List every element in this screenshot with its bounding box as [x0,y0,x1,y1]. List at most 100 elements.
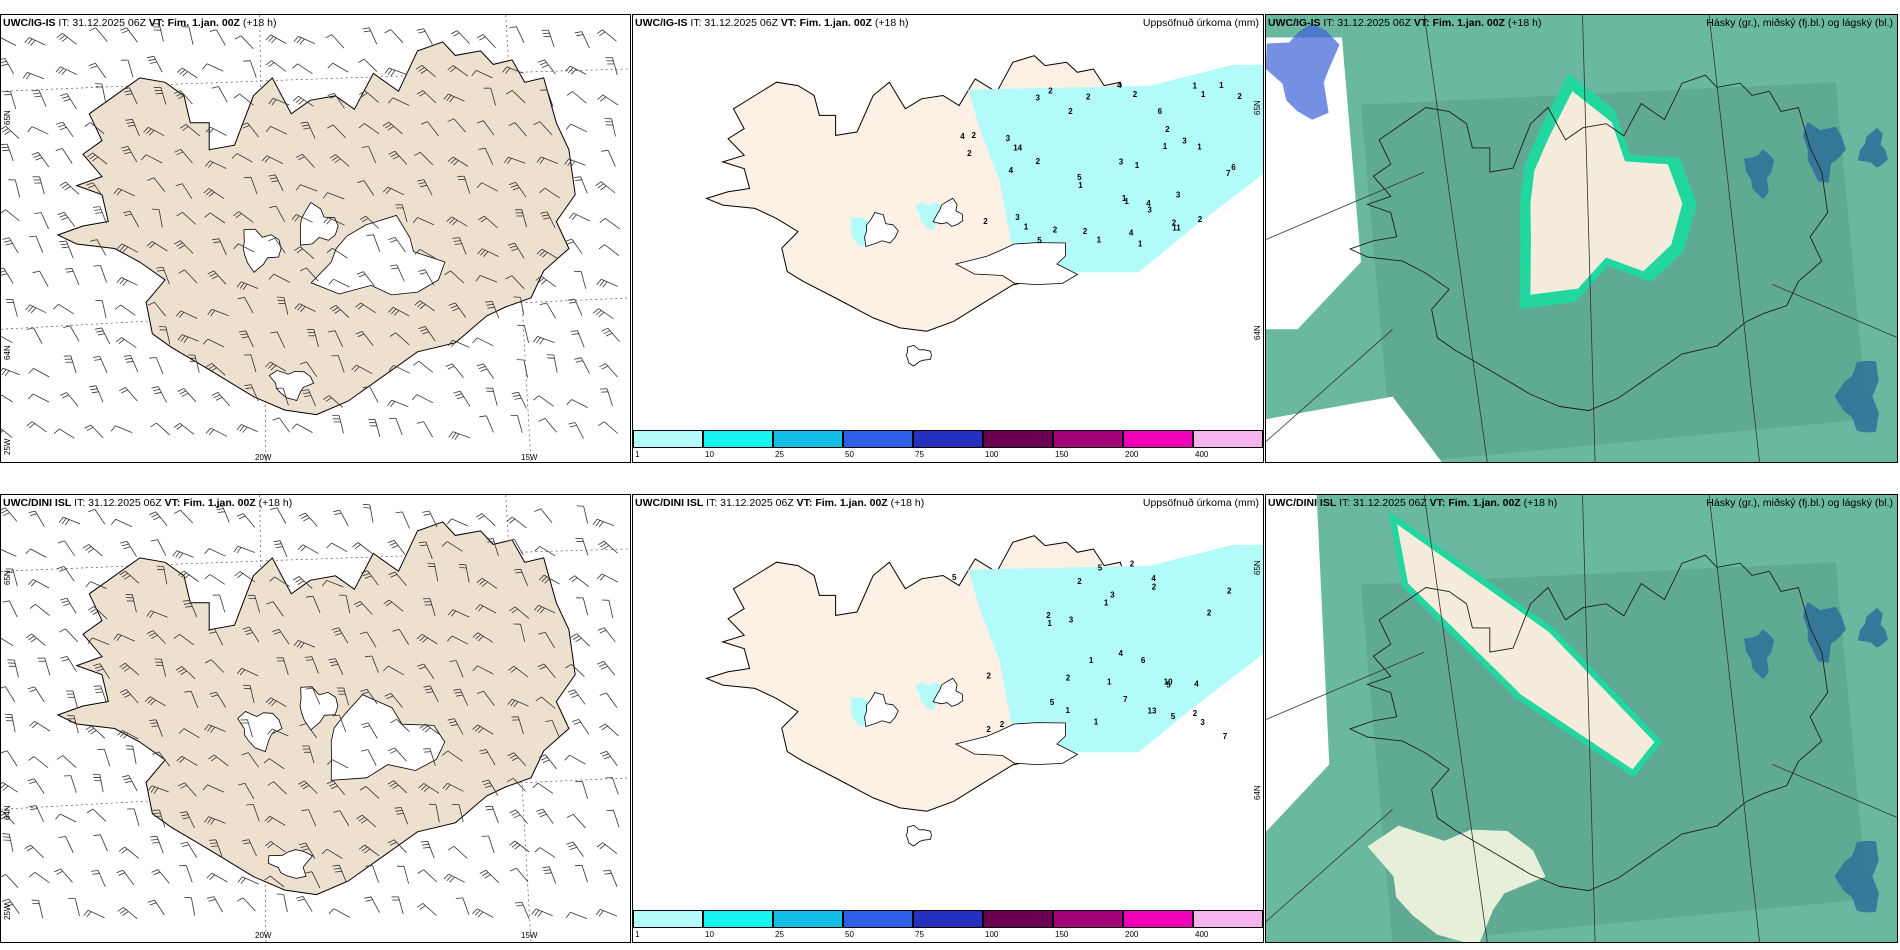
colorbar-label: 25 [775,450,784,459]
precip-panel-bottom: UWC/DINI ISL IT: 31.12.2025 06Z VT: Fim.… [632,494,1264,943]
precip-value: 4 [1146,199,1151,208]
colorbar-segment [843,910,913,928]
precip-value: 1 [1163,142,1168,151]
precip-value: 11 [1172,224,1181,233]
precip-value: 2 [1193,709,1198,718]
precip-panel-top: UWC/IG-IS IT: 31.12.2025 06Z VT: Fim. 1.… [632,14,1264,463]
cloud-map [1266,15,1897,462]
valid-time: VT: Fim. 1.jan. 00Z [148,17,240,29]
lead-time: (+18 h) [258,497,293,509]
low-cloud [1744,601,1888,913]
colorbar-label: 100 [985,450,999,459]
precip-value: 2 [1207,609,1212,618]
precip-value: 1 [1107,677,1112,686]
init-time: IT: 31.12.2025 06Z [74,497,162,509]
precip-value: 1 [1197,143,1202,152]
colorbar-segment [843,430,913,448]
precip-value: 7 [1123,695,1128,704]
lat-label: 65N [1253,560,1262,575]
colorbar-label: 1 [635,930,640,939]
glacier [310,214,446,296]
precip-value: 5 [1171,712,1176,721]
colorbar-segment [1053,910,1123,928]
colorbar-label: 75 [915,450,924,459]
precip-title: Uppsöfnuð úrkoma (mm) [1142,17,1259,29]
colorbar-segment [1193,910,1263,928]
precip-value: 2 [1165,125,1170,134]
mid-cloud [1360,82,1868,462]
precip-value: 3 [1182,136,1187,145]
precip-value: 10 [1164,677,1173,686]
colorbar-segment [1123,430,1193,448]
wind-map [1,15,630,462]
precip-value: 2 [1036,157,1041,166]
colorbar-segment [773,430,843,448]
precip-value: 2 [1053,225,1058,234]
precip-value: 4 [1194,679,1199,688]
lead-time: (+18 h) [242,17,277,29]
colorbar-segment [703,430,773,448]
precip-value: 5 [1050,698,1055,707]
model-name: UWC/DINI ISL [635,497,704,509]
glacier [932,677,964,707]
precip-value: 1 [1024,223,1029,232]
precip-value: 1 [1089,656,1094,665]
glacier [330,694,446,781]
lat-label: 64N [3,805,12,820]
lat-label: 65N [1253,100,1262,115]
wind-panel-top: UWC/IG-IS IT: 31.12.2025 06Z VT: Fim. 1.… [0,14,631,463]
precip-value: 3 [1176,191,1181,200]
colorbar-label: 50 [845,450,854,459]
precip-value: 4 [1117,81,1122,90]
precip-value: 6 [1141,656,1146,665]
precip-value: 2 [1046,611,1051,620]
precip-value: 2 [1086,93,1091,102]
colorbar-label: 400 [1195,930,1209,939]
valid-time: VT: Fim. 1.jan. 00Z [1429,497,1521,509]
precip-value: 1 [1122,194,1127,203]
precip-value: 1 [1066,706,1071,715]
precip-value: 3 [1119,158,1124,167]
precip-value: 1 [1047,619,1052,628]
init-time: IT: 31.12.2025 06Z [690,17,778,29]
lat-label: 25W [3,438,12,455]
model-name: UWC/IG-IS [3,17,56,29]
colorbar-segment [913,430,983,448]
precip-value: 2 [1237,92,1242,101]
precip-value: 2 [1083,227,1088,236]
glacier [237,711,283,753]
precip-value: 1 [1201,90,1206,99]
graticule [1266,495,1897,942]
glacier [268,369,315,401]
lead-time: (+18 h) [874,17,909,29]
iceland-outline [1348,554,1829,892]
lat-label: 64N [1253,325,1262,340]
precip-value: 1 [1078,181,1083,190]
cloud-panel-bottom: UWC/DINI ISL IT: 31.12.2025 06Z VT: Fim.… [1265,494,1898,943]
precip-value: 2 [1198,215,1203,224]
glacier [905,824,932,847]
precip-value: 13 [1148,707,1157,716]
precip-colorbar: 1 10 25 50 75 100 150 200 400 [633,910,1263,942]
colorbar-segment [1193,430,1263,448]
precip-value: 5 [1037,236,1042,245]
lon-label: 20W [255,931,272,940]
clear-areas [1266,23,1697,462]
model-name: UWC/DINI ISL [3,497,72,509]
lead-time: (+18 h) [1507,17,1542,29]
init-time: IT: 31.12.2025 06Z [58,17,146,29]
lat-label: 65N [3,570,12,585]
model-name: UWC/IG-IS [1268,17,1321,29]
colorbar-label: 200 [1125,450,1139,459]
precip-value: 7 [1223,732,1228,741]
lat-label: 64N [3,345,12,360]
precip-value: 2 [983,217,988,226]
colorbar-label: 150 [1055,450,1069,459]
init-time: IT: 31.12.2025 06Z [1323,17,1411,29]
colorbar-segment [633,430,703,448]
colorbar-label: 25 [775,930,784,939]
precip-value: 2 [1000,720,1005,729]
wind-panel-bottom: UWC/DINI ISL IT: 31.12.2025 06Z VT: Fim.… [0,494,631,943]
lat-label: 65N [3,110,12,125]
model-name: UWC/DINI ISL [1268,497,1337,509]
